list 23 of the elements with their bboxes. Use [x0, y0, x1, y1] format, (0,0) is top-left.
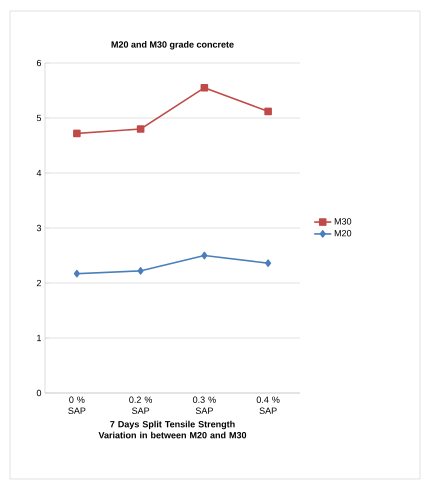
point	[201, 252, 208, 260]
y-tick-label: 0	[36, 390, 42, 396]
legend-label: M20	[334, 230, 352, 236]
y-tick-label: 6	[36, 60, 42, 66]
x-tick-label: 0 % SAP	[68, 396, 86, 414]
y-tick-label: 5	[36, 114, 42, 122]
legend-label: M30	[334, 218, 352, 225]
point	[200, 84, 208, 92]
point	[74, 270, 80, 278]
point	[264, 108, 272, 116]
y-tick-label: 1	[37, 334, 42, 342]
point	[138, 267, 144, 275]
point	[73, 130, 81, 138]
chart-title: M20 and M30 grade concrete	[112, 41, 234, 50]
x-tick-label: 0.4 % SAP	[256, 396, 280, 414]
x-tick-label: 0.3 % SAP	[192, 396, 216, 414]
y-tick-label: 2	[36, 280, 42, 286]
point	[136, 125, 144, 133]
y-tick-label: 4	[36, 170, 42, 176]
x-axis-title: 7 Days Split Tensile Strength Variation in between M20 and M30	[98, 420, 246, 438]
x-tick-label: 0.2 % SAP	[129, 396, 152, 414]
y-tick-label: 3	[36, 224, 42, 232]
point	[265, 259, 272, 267]
